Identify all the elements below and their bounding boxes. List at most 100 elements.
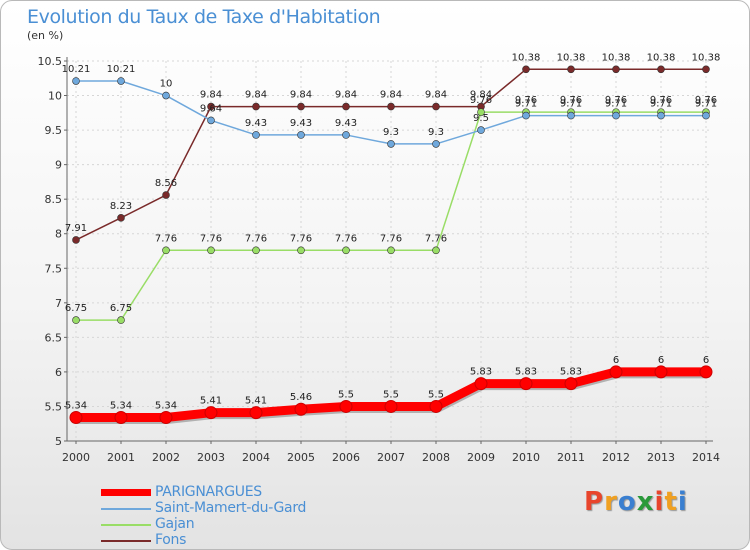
x-tick-label: 2014 <box>692 451 720 464</box>
data-label: 9.84 <box>380 90 402 101</box>
data-point <box>477 108 485 116</box>
y-tick-label: 10 <box>48 90 62 103</box>
legend-swatch <box>101 489 151 496</box>
x-tick-label: 2010 <box>512 451 540 464</box>
data-point <box>117 77 125 85</box>
y-tick-label: 9 <box>55 159 62 172</box>
x-tick-label: 2012 <box>602 451 630 464</box>
data-label: 7.76 <box>380 233 402 244</box>
x-tick-label: 2013 <box>647 451 675 464</box>
y-tick-label: 7.5 <box>45 262 63 275</box>
data-point <box>297 131 305 139</box>
data-point <box>522 111 530 120</box>
data-label: 5.5 <box>383 389 399 400</box>
data-label: 9.76 <box>605 95 627 106</box>
legend-item-parignargues: PARIGNARGUES <box>101 484 361 501</box>
data-point <box>699 365 713 379</box>
data-point <box>207 102 215 111</box>
data-point <box>207 116 215 125</box>
data-point <box>252 246 260 255</box>
data-point <box>159 411 173 425</box>
data-point <box>702 111 710 120</box>
x-tick-label: 2005 <box>287 451 315 464</box>
logo-letter: x <box>636 487 655 517</box>
y-tick-label: 8 <box>55 228 62 241</box>
data-label: 5.46 <box>290 392 312 403</box>
chart-legend: PARIGNARGUES Saint-Mamert-du-Gard Gajan … <box>101 484 361 549</box>
data-point <box>297 102 305 111</box>
y-tick-label: 8.5 <box>45 193 63 206</box>
data-label: 9.43 <box>290 118 312 129</box>
data-label: 5.83 <box>470 367 492 378</box>
x-tick-label: 2000 <box>62 451 90 464</box>
data-point <box>72 316 80 324</box>
data-point <box>252 102 260 111</box>
data-label: 9.76 <box>560 95 582 106</box>
data-point <box>567 65 575 74</box>
data-label: 5.34 <box>65 401 87 412</box>
data-label: 10.21 <box>107 64 136 75</box>
logo-letter: o <box>617 487 637 517</box>
data-point <box>432 140 440 148</box>
data-label: 5.83 <box>515 367 537 378</box>
legend-swatch <box>101 524 151 526</box>
data-label: 7.91 <box>65 223 87 234</box>
data-point <box>387 246 395 255</box>
data-label: 7.76 <box>245 233 267 244</box>
y-tick-label: 6 <box>55 366 62 379</box>
y-tick-label: 5.5 <box>45 400 63 413</box>
data-point <box>342 131 350 139</box>
data-point <box>342 246 350 255</box>
data-label: 7.76 <box>155 233 177 244</box>
data-point <box>162 91 170 100</box>
y-tick-label: 9.5 <box>45 124 63 137</box>
legend-label: PARIGNARGUES <box>155 484 262 500</box>
data-point <box>564 377 578 391</box>
data-label: 10.21 <box>62 64 91 75</box>
data-label: 10.38 <box>557 52 586 63</box>
logo-letter: i <box>654 487 665 517</box>
data-label: 9.71 <box>560 99 582 110</box>
data-label: 9.43 <box>245 118 267 129</box>
chart-title: Evolution du Taux de Taxe d'Habitation <box>27 6 381 28</box>
y-tick-label: 6.5 <box>45 331 63 344</box>
data-label: 9.76 <box>470 95 492 106</box>
data-label: 9.76 <box>650 95 672 106</box>
data-point <box>69 411 83 425</box>
logo-letter: i <box>677 487 688 517</box>
data-point <box>609 365 623 379</box>
data-point <box>657 111 665 120</box>
y-tick-label: 7 <box>55 297 62 310</box>
data-point <box>477 126 485 134</box>
data-point <box>519 377 533 391</box>
x-tick-label: 2006 <box>332 451 360 464</box>
data-label: 9.76 <box>515 95 537 106</box>
data-label: 9.84 <box>335 90 357 101</box>
data-label: 6 <box>703 355 709 366</box>
data-label: 8.56 <box>155 178 177 189</box>
data-label: 9.76 <box>695 95 717 106</box>
x-tick-label: 2001 <box>107 451 135 464</box>
data-point <box>567 111 575 120</box>
legend-label: Gajan <box>155 516 195 532</box>
data-point <box>657 65 665 74</box>
legend-item-saint-mamert-du-gard: Saint-Mamert-du-Gard <box>101 500 361 517</box>
data-point <box>252 131 260 139</box>
data-label: 10.38 <box>647 52 676 63</box>
data-label: 5.5 <box>338 389 354 400</box>
logo-letter: r <box>604 487 618 517</box>
data-label: 10.38 <box>602 52 631 63</box>
data-label: 9.71 <box>605 99 627 110</box>
y-tick-label: 10.5 <box>38 55 63 68</box>
data-point <box>522 65 530 74</box>
x-tick-label: 2002 <box>152 451 180 464</box>
data-label: 5.5 <box>428 389 444 400</box>
data-point <box>297 246 305 255</box>
data-label: 10.38 <box>512 52 541 63</box>
data-label: 9.71 <box>695 99 717 110</box>
x-tick-label: 2008 <box>422 451 450 464</box>
data-label: 9.43 <box>335 118 357 129</box>
legend-label: Saint-Mamert-du-Gard <box>155 500 307 516</box>
x-tick-label: 2007 <box>377 451 405 464</box>
data-label: 5.41 <box>200 396 222 407</box>
